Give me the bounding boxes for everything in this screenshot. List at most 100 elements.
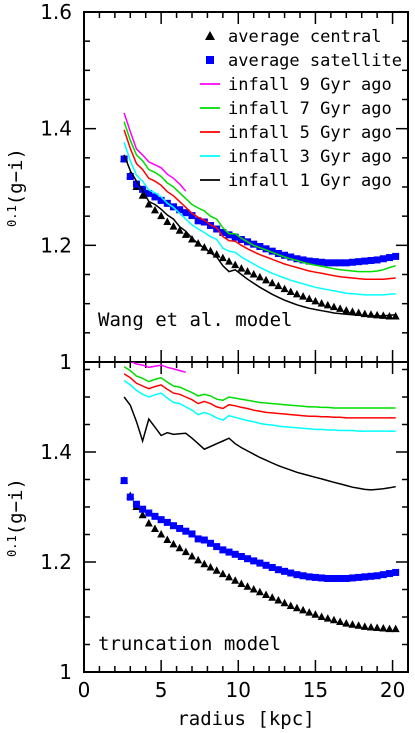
data-point-triangle	[268, 593, 277, 601]
data-point-triangle	[268, 278, 277, 287]
data-point-triangle	[138, 191, 147, 199]
data-point-square	[244, 555, 252, 563]
y-tick-label: 1.4	[40, 440, 72, 464]
data-point-square	[324, 259, 332, 267]
data-point-triangle	[175, 543, 184, 552]
data-point-triangle	[286, 287, 295, 295]
data-point-square	[287, 253, 295, 261]
data-point-square	[213, 543, 221, 551]
data-point-triangle	[329, 615, 338, 624]
data-point-triangle	[317, 612, 326, 620]
data-point-square	[361, 257, 369, 265]
data-point-triangle	[366, 622, 375, 631]
legend-label: average satellite	[228, 51, 402, 71]
data-point-square	[299, 572, 307, 580]
x-tick-label: 0	[78, 678, 91, 702]
data-point-triangle	[237, 579, 246, 587]
data-point-square	[182, 527, 190, 535]
y-tick-label: 1.2	[40, 550, 72, 574]
y-axis-title-prefix: 0.1	[5, 535, 19, 557]
data-point-square	[219, 546, 227, 554]
data-point-square	[281, 251, 289, 259]
data-point-square	[274, 250, 282, 257]
data-point-square	[120, 477, 128, 485]
data-point-square	[293, 571, 301, 579]
data-point-square	[379, 255, 387, 263]
data-point-triangle	[243, 582, 252, 590]
data-point-square	[355, 573, 363, 581]
data-point-triangle	[391, 312, 400, 320]
x-axis-title: radius [kpc]	[177, 708, 314, 730]
data-point-triangle	[305, 608, 314, 616]
data-point-triangle	[150, 205, 159, 214]
data-point-triangle	[342, 306, 351, 314]
data-point-square	[120, 155, 128, 163]
data-point-square	[176, 524, 184, 532]
data-point-square	[373, 572, 381, 580]
y-axis-title-prefix: 0.1	[5, 205, 19, 227]
data-point-triangle	[336, 617, 345, 625]
data-point-triangle	[280, 598, 289, 607]
data-point-triangle	[323, 300, 332, 309]
data-point-triangle	[360, 622, 369, 630]
series-group	[120, 362, 400, 633]
data-point-square	[342, 575, 350, 582]
legend-label: average central	[228, 27, 382, 47]
data-point-triangle	[311, 296, 320, 305]
data-point-square	[385, 254, 393, 262]
data-point-square	[145, 509, 153, 517]
data-point-triangle	[391, 624, 400, 633]
data-point-square	[169, 522, 177, 530]
legend-marker-square	[206, 56, 214, 64]
data-point-triangle	[262, 590, 271, 598]
data-point-square	[182, 209, 190, 217]
legend-label: infall 7 Gyr ago	[228, 99, 392, 119]
data-point-triangle	[181, 230, 190, 238]
y-tick-label: 1	[59, 660, 72, 684]
legend-label: infall 1 Gyr ago	[228, 171, 392, 191]
panel-label: truncation model	[98, 633, 281, 655]
y-tick-label: 1.6	[40, 0, 72, 24]
series-line-infall-3-gyr-ago	[123, 379, 396, 432]
data-point-square	[342, 259, 350, 267]
data-point-triangle	[329, 302, 338, 311]
data-point-triangle	[354, 621, 363, 629]
data-point-square	[256, 559, 264, 567]
series-line-infall-7-gyr-ago	[123, 121, 396, 273]
data-point-square	[305, 573, 313, 581]
data-point-square	[324, 575, 332, 582]
x-tick-label: 10	[226, 678, 251, 702]
data-point-square	[330, 259, 338, 267]
data-point-triangle	[299, 292, 308, 300]
y-axis-title-main: (g−i)	[5, 148, 27, 205]
series-line-infall-5-gyr-ago	[123, 373, 396, 419]
data-point-square	[392, 252, 400, 260]
data-point-triangle	[305, 294, 314, 302]
data-point-square	[367, 257, 375, 264]
data-point-triangle	[194, 555, 203, 564]
data-point-triangle	[385, 624, 394, 633]
x-tick-label: 20	[380, 678, 405, 702]
data-point-triangle	[274, 596, 283, 604]
data-point-square	[305, 257, 313, 265]
data-point-triangle	[218, 569, 227, 578]
data-point-square	[348, 258, 356, 266]
data-point-triangle	[286, 601, 295, 609]
data-point-triangle	[169, 539, 178, 548]
data-point-triangle	[262, 275, 271, 284]
data-point-square	[194, 535, 202, 543]
data-point-triangle	[206, 563, 215, 571]
data-point-square	[188, 212, 196, 220]
data-point-triangle	[299, 605, 308, 614]
data-point-square	[188, 530, 196, 538]
data-point-square	[200, 536, 208, 544]
x-tick-label: 15	[303, 678, 328, 702]
data-point-square	[237, 236, 245, 243]
data-point-triangle	[237, 264, 246, 272]
data-point-triangle	[181, 547, 190, 556]
data-point-square	[200, 218, 208, 226]
data-point-square	[367, 572, 375, 580]
legend-marker-triangle	[205, 31, 215, 40]
series-line-infall-9-gyr-ago	[130, 362, 186, 373]
data-point-triangle	[144, 200, 153, 208]
